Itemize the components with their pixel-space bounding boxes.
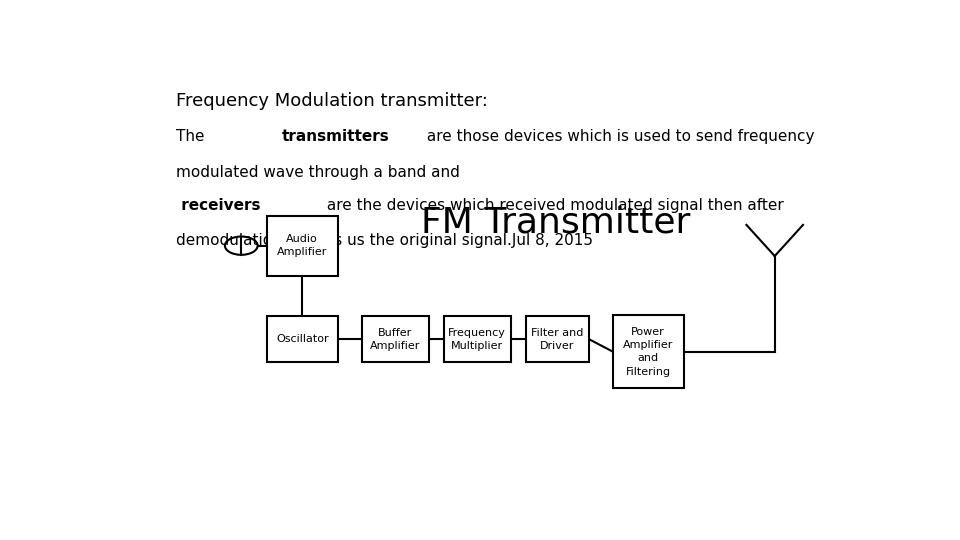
Text: Oscillator: Oscillator: [276, 334, 328, 344]
Text: transmitters: transmitters: [282, 129, 390, 144]
Text: receivers: receivers: [176, 198, 260, 213]
Text: Buffer
Amplifier: Buffer Amplifier: [371, 328, 420, 351]
Text: modulated wave through a band and: modulated wave through a band and: [176, 165, 460, 180]
Bar: [526, 316, 589, 362]
Bar: [444, 316, 511, 362]
Text: Frequency
Multiplier: Frequency Multiplier: [448, 328, 506, 351]
Text: Frequency Modulation transmitter:: Frequency Modulation transmitter:: [176, 92, 488, 110]
Text: are those devices which is used to send frequency: are those devices which is used to send …: [422, 129, 815, 144]
Text: demodulation it gives us the original signal.Jul 8, 2015: demodulation it gives us the original si…: [176, 233, 592, 248]
Text: The: The: [176, 129, 209, 144]
Text: are the devices which received modulated signal then after: are the devices which received modulated…: [322, 198, 783, 213]
Bar: [362, 316, 429, 362]
Text: Filter and
Driver: Filter and Driver: [531, 328, 584, 351]
Text: Audio
Amplifier: Audio Amplifier: [277, 234, 327, 257]
Text: Power
Amplifier
and
Filtering: Power Amplifier and Filtering: [623, 327, 673, 376]
Bar: [267, 316, 338, 362]
Bar: [267, 215, 338, 276]
Bar: [612, 315, 684, 388]
Text: FM Transmitter: FM Transmitter: [420, 206, 690, 240]
